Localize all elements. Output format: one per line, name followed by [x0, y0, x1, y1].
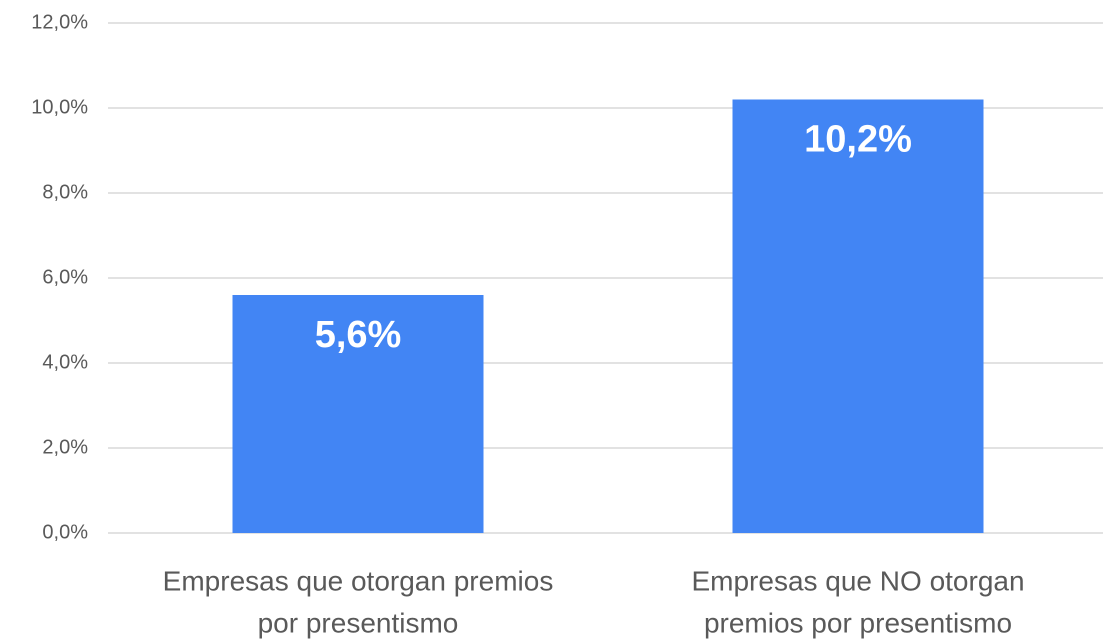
y-tick-label: 12,0%: [31, 11, 88, 33]
y-tick-label: 4,0%: [42, 351, 88, 373]
x-tick-label: por presentismo: [258, 607, 459, 638]
bar: [732, 99, 984, 533]
x-tick-label: Empresas que NO otorgan: [691, 565, 1024, 596]
y-tick-label: 10,0%: [31, 96, 88, 118]
data-label: 5,6%: [315, 314, 402, 356]
x-tick-label: premios por presentismo: [704, 607, 1012, 638]
data-label: 10,2%: [804, 119, 912, 161]
y-tick-label: 0,0%: [42, 521, 88, 543]
y-tick-label: 2,0%: [42, 436, 88, 458]
bar: [232, 295, 484, 533]
y-tick-label: 8,0%: [42, 181, 88, 203]
y-tick-label: 6,0%: [42, 266, 88, 288]
x-tick-label: Empresas que otorgan premios: [163, 565, 554, 596]
